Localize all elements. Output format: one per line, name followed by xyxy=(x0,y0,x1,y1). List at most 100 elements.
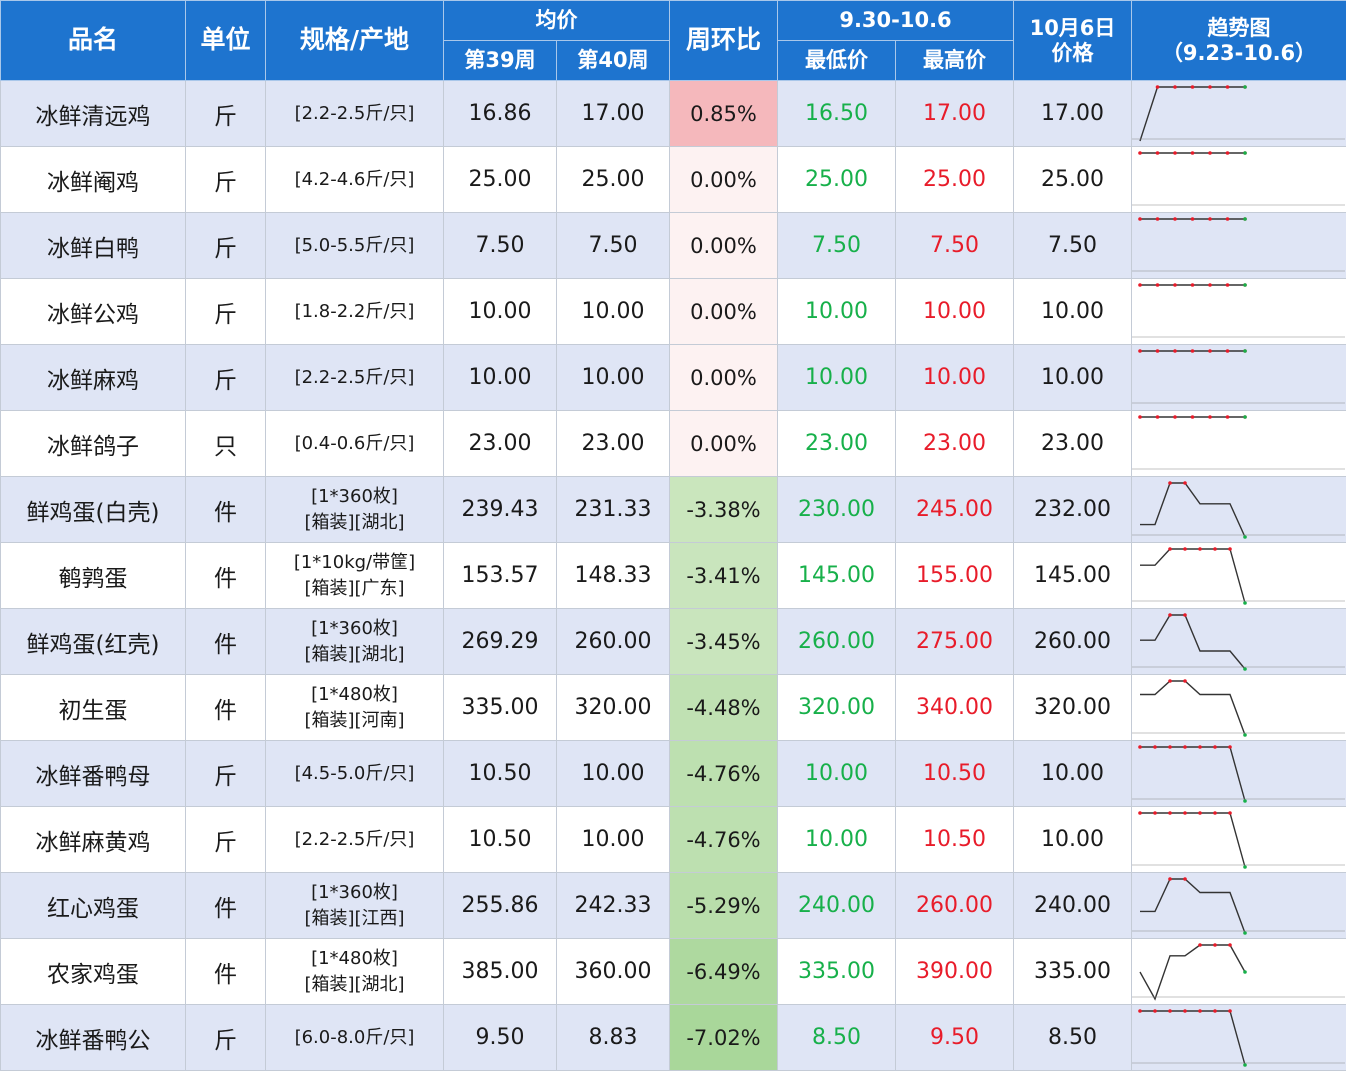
spec-line: [箱装][广东] xyxy=(304,577,405,599)
trend-sparkline-cell xyxy=(1131,872,1346,939)
spec-cell: [1.8-2.2斤/只] xyxy=(265,278,444,345)
trend-high-marker xyxy=(1208,217,1212,221)
trend-line xyxy=(1139,86,1245,142)
trend-end-marker xyxy=(1243,1063,1247,1067)
unit-cell: 件 xyxy=(185,608,266,675)
trend-high-marker xyxy=(1138,745,1142,749)
spec-cell: [1*360枚] [箱装][湖北] xyxy=(265,476,444,543)
trend-high-marker xyxy=(1155,85,1160,89)
trend-sparkline xyxy=(1132,1009,1345,1067)
table-row: 红心鸡蛋件 [1*360枚] [箱装][江西] 255.86 242.33 -5.29% 2… xyxy=(0,872,1346,939)
table-row: 冰鲜白鸭斤 [5.0-5.5斤/只] 7.50 7.50 0.00% 7.50 7.50 7.… xyxy=(0,212,1346,279)
oct6-price: 10.00 xyxy=(1013,278,1132,345)
table-row: 农家鸡蛋件 [1*480枚] [箱装][湖北] 385.00 360.00 -6.49% 3… xyxy=(0,938,1346,1005)
header-week40: 第40周 xyxy=(556,40,670,81)
oct6-price: 260.00 xyxy=(1013,608,1132,675)
week39-avg: 385.00 xyxy=(443,938,557,1005)
trend-high-marker xyxy=(1168,877,1172,881)
trend-high-marker xyxy=(1213,1009,1217,1013)
spec-cell: [1*10kg/带筐] [箱装][广东] xyxy=(265,542,444,609)
header-oct6-line1: 10月6日 xyxy=(1029,16,1116,41)
table-row: 冰鲜番鸭母斤 [4.5-5.0斤/只] 10.50 10.00 -4.76% 10.00 1… xyxy=(0,740,1346,807)
oct6-price: 25.00 xyxy=(1013,146,1132,213)
product-name: 冰鲜番鸭母 xyxy=(0,740,186,807)
trend-high-marker xyxy=(1208,415,1212,419)
week39-avg: 7.50 xyxy=(443,212,557,279)
table-row: 冰鲜公鸡斤 [1.8-2.2斤/只] 10.00 10.00 0.00% 10.00 10.… xyxy=(0,278,1346,345)
trend-high-marker xyxy=(1190,349,1195,353)
highest-price: 245.00 xyxy=(895,476,1014,543)
lowest-price: 260.00 xyxy=(777,608,896,675)
trend-high-marker xyxy=(1213,547,1217,551)
highest-price: 275.00 xyxy=(895,608,1014,675)
trend-high-marker xyxy=(1183,481,1187,485)
oct6-price: 240.00 xyxy=(1013,872,1132,939)
trend-high-marker xyxy=(1183,877,1187,881)
unit-cell: 只 xyxy=(185,410,266,477)
spec-cell: [4.2-4.6斤/只] xyxy=(265,146,444,213)
oct6-price: 10.00 xyxy=(1013,740,1132,807)
trend-high-marker xyxy=(1228,811,1232,815)
trend-high-marker xyxy=(1228,547,1232,551)
product-name: 鲜鸡蛋(白壳) xyxy=(0,476,186,543)
trend-high-marker xyxy=(1138,151,1142,155)
trend-high-marker xyxy=(1183,745,1187,749)
unit-cell: 斤 xyxy=(185,80,266,147)
header-spec: 规格/产地 xyxy=(265,0,444,81)
trend-high-marker xyxy=(1173,415,1177,419)
trend-sparkline xyxy=(1132,547,1345,605)
spec-line: [箱装][湖北] xyxy=(304,643,405,665)
trend-high-marker xyxy=(1208,85,1212,89)
trend-high-marker xyxy=(1183,547,1187,551)
unit-cell: 斤 xyxy=(185,1004,266,1071)
spec-line: [6.0-8.0斤/只] xyxy=(294,1026,415,1048)
highest-price: 340.00 xyxy=(895,674,1014,741)
highest-price: 390.00 xyxy=(895,938,1014,1005)
trend-high-marker xyxy=(1168,547,1172,551)
trend-high-marker xyxy=(1138,283,1142,287)
lowest-price: 10.00 xyxy=(777,806,896,873)
lowest-price: 25.00 xyxy=(777,146,896,213)
trend-end-marker xyxy=(1243,865,1247,869)
week-over-week-change: 0.85% xyxy=(669,80,778,147)
spec-line: [1*480枚] xyxy=(311,947,398,969)
lowest-price: 23.00 xyxy=(777,410,896,477)
trend-high-marker xyxy=(1173,283,1177,287)
spec-cell: [1*480枚] [箱装][河南] xyxy=(265,674,444,741)
unit-cell: 斤 xyxy=(185,278,266,345)
table-row: 鹌鹑蛋件 [1*10kg/带筐] [箱装][广东] 153.57 148.33 -3.41… xyxy=(0,542,1346,609)
trend-line xyxy=(1140,482,1246,538)
trend-sparkline xyxy=(1132,85,1345,142)
week-over-week-change: -4.76% xyxy=(669,806,778,873)
oct6-price: 232.00 xyxy=(1013,476,1132,543)
unit-cell: 斤 xyxy=(185,146,266,213)
trend-high-marker xyxy=(1168,745,1172,749)
unit-cell: 件 xyxy=(185,674,266,741)
trend-line xyxy=(1139,944,1246,1001)
trend-sparkline-cell xyxy=(1131,476,1346,543)
trend-line xyxy=(1140,812,1246,868)
lowest-price: 230.00 xyxy=(777,476,896,543)
header-week39: 第39周 xyxy=(443,40,557,81)
trend-high-marker xyxy=(1228,943,1232,947)
product-name: 红心鸡蛋 xyxy=(0,872,186,939)
trend-high-marker xyxy=(1138,415,1142,419)
trend-end-marker xyxy=(1243,85,1247,89)
week-over-week-change: -3.41% xyxy=(669,542,778,609)
spec-line: [箱装][江西] xyxy=(304,907,405,929)
highest-price: 17.00 xyxy=(895,80,1014,147)
lowest-price: 145.00 xyxy=(777,542,896,609)
table-body: 冰鲜清远鸡斤 [2.2-2.5斤/只] 16.86 17.00 0.85% 16.50 17… xyxy=(0,80,1346,1071)
week-over-week-change: -3.45% xyxy=(669,608,778,675)
trend-end-marker xyxy=(1243,601,1247,605)
trend-high-marker xyxy=(1228,745,1232,749)
week40-avg: 260.00 xyxy=(556,608,670,675)
trend-high-marker xyxy=(1138,811,1142,815)
spec-line: [4.2-4.6斤/只] xyxy=(294,168,415,190)
trend-high-marker xyxy=(1198,1009,1202,1013)
table-row: 冰鲜番鸭公斤 [6.0-8.0斤/只] 9.50 8.83 -7.02% 8.50 9.50… xyxy=(0,1004,1346,1071)
oct6-price: 10.00 xyxy=(1013,344,1132,411)
trend-high-marker xyxy=(1153,811,1157,815)
trend-sparkline xyxy=(1132,349,1345,404)
trend-sparkline xyxy=(1132,679,1345,737)
